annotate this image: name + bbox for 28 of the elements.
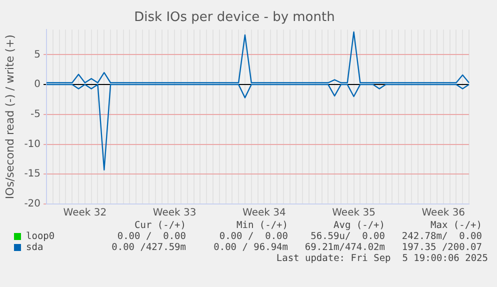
y-tick-label: 5 — [34, 49, 41, 60]
text: 242.78m/ 0.00 — [400, 231, 482, 242]
text: 0.00 / 0.00 — [218, 231, 288, 242]
chart-title: Disk IOs per device - by month — [134, 10, 335, 26]
text: 0.00 / 96.94m — [212, 242, 288, 253]
text: Cur (-/+) — [134, 220, 186, 231]
y-tick-label: 0 — [34, 79, 41, 90]
text: 197.35 /200.07 — [400, 242, 482, 253]
x-tick-label: Week 33 — [152, 208, 196, 219]
x-tick-label: Week 36 — [422, 208, 466, 219]
y-tick-label: -15 — [24, 168, 41, 180]
y-tick-label: -10 — [24, 138, 41, 150]
text: 69.21m/474.02m — [304, 242, 385, 253]
y-axis-title: IOs/second read (-) / write (+) — [3, 34, 16, 200]
legend-label: sda — [26, 242, 44, 253]
text: Last update: Fri Sep 5 19:00:06 2025 — [275, 253, 488, 264]
text: 56.59u/ 0.00 — [310, 231, 385, 242]
y-tick-label: -5 — [30, 109, 41, 120]
legend-label: loop0 — [26, 231, 55, 242]
text: Avg (-/+) — [332, 220, 385, 231]
text: Min (-/+) — [236, 220, 288, 231]
text: Max (-/+) — [430, 220, 482, 231]
y-tick-label: -20 — [24, 198, 41, 210]
x-tick-label: Week 34 — [242, 208, 286, 219]
text: 0.00 /427.59m — [110, 242, 186, 253]
text: 0.00 / 0.00 — [116, 231, 186, 242]
x-tick-label: Week 32 — [63, 208, 107, 219]
x-tick-label: Week 35 — [332, 208, 376, 219]
